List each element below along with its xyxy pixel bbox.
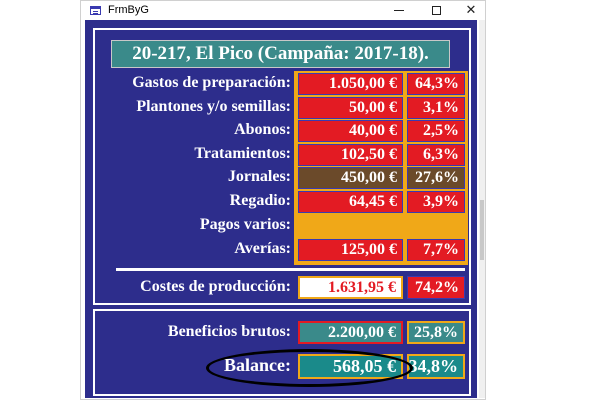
amount-gastos-preparacion[interactable]: 1.050,00 € (298, 73, 403, 95)
minimize-icon (394, 10, 404, 11)
form-body: 20-217, El Pico (Campaña: 2017-18). Gast… (85, 20, 477, 398)
percent-costes-produccion[interactable]: 74,2% (407, 276, 465, 299)
amount-beneficios-brutos[interactable]: 2.200,00 € (298, 321, 403, 344)
window-title: FrmByG (108, 4, 149, 16)
vertical-scrollbar[interactable] (479, 20, 485, 398)
amount-regadio[interactable]: 64,45 € (298, 191, 403, 213)
label-costes-produccion: Costes de producción: (140, 278, 291, 295)
app-window: FrmByG ✕ 20-217, El Pico (Campaña: 2017-… (80, 0, 486, 400)
percent-beneficios-brutos[interactable]: 25,8% (407, 321, 465, 344)
label-tratamientos: Tratamientos: (194, 145, 291, 162)
percent-abonos[interactable]: 2,5% (407, 120, 465, 142)
percent-plantones-semillas[interactable]: 3,1% (407, 97, 465, 119)
percent-balance[interactable]: 34,8% (407, 354, 465, 379)
label-jornales: Jornales: (227, 168, 291, 185)
label-beneficios-brutos: Beneficios brutos: (167, 323, 291, 340)
label-plantones-semillas: Plantones y/o semillas: (136, 98, 291, 115)
amount-averias[interactable]: 125,00 € (298, 239, 403, 261)
close-icon: ✕ (465, 3, 477, 18)
percent-regadio[interactable]: 3,9% (407, 191, 465, 213)
page-title: 20-217, El Pico (Campaña: 2017-18). (111, 40, 450, 68)
maximize-icon (431, 6, 441, 15)
form-app-icon (90, 6, 101, 15)
maximize-button[interactable] (418, 1, 454, 20)
amount-tratamientos[interactable]: 102,50 € (298, 144, 403, 166)
scroll-thumb[interactable] (480, 200, 484, 260)
divider (116, 268, 465, 271)
balance-highlight-ellipse (206, 349, 413, 387)
label-averias: Averías: (234, 240, 291, 257)
percent-averias[interactable]: 7,7% (407, 239, 465, 261)
percent-jornales[interactable]: 27,6% (407, 167, 465, 189)
close-button[interactable]: ✕ (453, 1, 489, 20)
amount-plantones-semillas[interactable]: 50,00 € (298, 97, 403, 119)
title-bar[interactable]: FrmByG ✕ (81, 1, 485, 20)
label-abonos: Abonos: (234, 121, 291, 138)
amount-jornales[interactable]: 450,00 € (298, 167, 403, 189)
label-regadio: Regadio: (229, 192, 291, 209)
amount-abonos[interactable]: 40,00 € (298, 120, 403, 142)
minimize-button[interactable] (381, 1, 417, 20)
percent-gastos-preparacion[interactable]: 64,3% (407, 73, 465, 95)
results-frame (93, 309, 471, 396)
percent-tratamientos[interactable]: 6,3% (407, 144, 465, 166)
costs-frame (93, 28, 471, 305)
label-pagos-varios: Pagos varios: (199, 216, 291, 233)
label-gastos-preparacion: Gastos de preparación: (132, 74, 291, 91)
amount-costes-produccion[interactable]: 1.631,95 € (298, 276, 403, 299)
